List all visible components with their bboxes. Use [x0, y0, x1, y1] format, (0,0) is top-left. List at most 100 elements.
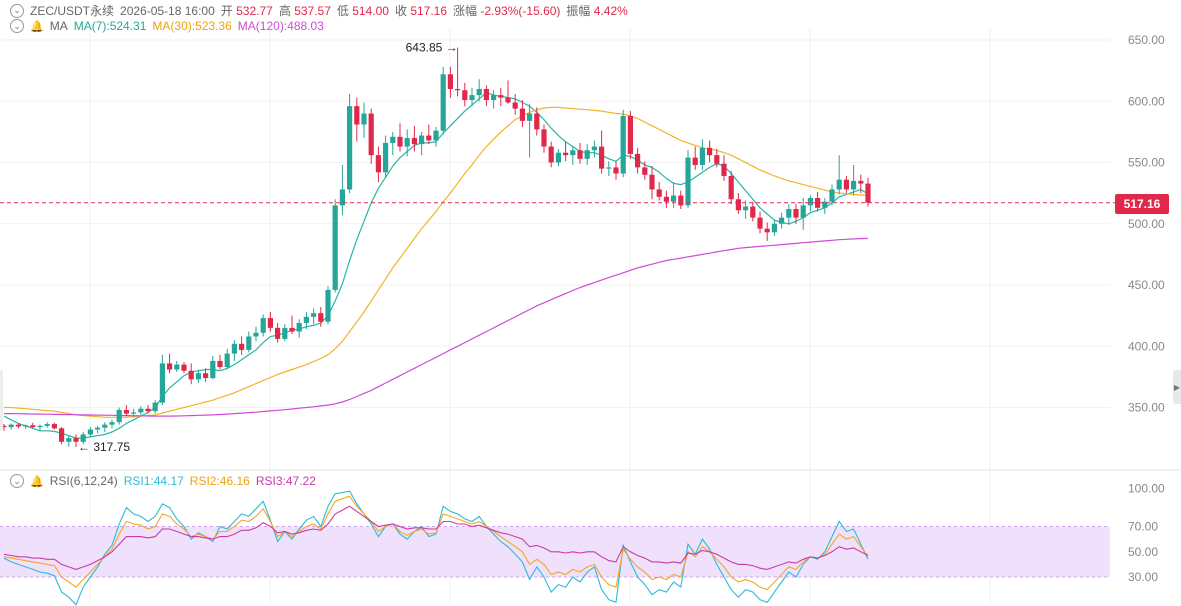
candle: [224, 348, 230, 370]
chevron-down-icon[interactable]: ⌄: [10, 3, 24, 18]
scroll-handle-left[interactable]: [0, 370, 3, 430]
candle: [37, 424, 43, 431]
chevron-down-icon[interactable]: ⌄: [10, 474, 24, 488]
candle: [282, 324, 288, 342]
candle-body: [260, 318, 266, 333]
candle-body: [606, 167, 612, 169]
candle: [347, 93, 353, 194]
candle: [275, 322, 281, 343]
candle: [15, 422, 21, 429]
candle-body: [714, 155, 720, 164]
candle-body: [519, 108, 525, 121]
candle-body: [620, 115, 626, 174]
candle: [635, 147, 641, 174]
candle-body: [354, 106, 360, 125]
low-annotation: ← 317.75: [78, 440, 130, 454]
candle-body: [728, 175, 734, 200]
candle: [433, 126, 439, 147]
bell-icon[interactable]: 🔔: [30, 475, 44, 488]
close-value: 517.16: [410, 4, 448, 18]
candle-body: [231, 343, 237, 354]
candle: [260, 314, 266, 337]
rsi-label: RSI(6,12,24): [49, 474, 118, 488]
candle: [476, 79, 482, 102]
expand-panel-handle[interactable]: ▶: [1173, 370, 1181, 404]
candle-body: [426, 135, 432, 141]
candle-body: [433, 130, 439, 141]
candle-body: [152, 402, 158, 412]
candle-body: [332, 205, 338, 290]
candle: [627, 111, 633, 159]
candle-body: [30, 425, 36, 428]
bell-icon[interactable]: 🔔: [30, 20, 44, 33]
candle-body: [591, 146, 597, 151]
candle: [375, 146, 381, 183]
candle: [66, 435, 72, 447]
candle: [505, 80, 511, 104]
candle: [23, 424, 29, 429]
candle: [289, 315, 295, 334]
candle: [678, 190, 684, 210]
rsi2-line: [3, 495, 869, 591]
candle-body: [73, 438, 79, 442]
candle: [692, 146, 698, 170]
candle-body: [419, 135, 425, 145]
grid-lines: [0, 28, 1110, 604]
candle: [455, 47, 461, 97]
candle: [642, 161, 648, 180]
candle: [793, 204, 799, 224]
candle-body: [339, 189, 345, 206]
candle-body: [527, 113, 533, 121]
candle: [354, 97, 360, 142]
candle: [599, 130, 605, 174]
candle: [764, 222, 770, 241]
candle-body: [649, 174, 655, 190]
ma30-line: [4, 106, 869, 418]
open-value: 532.77: [236, 4, 273, 18]
candle: [570, 146, 576, 165]
candle: [440, 66, 446, 135]
candle: [469, 87, 475, 107]
candle-body: [555, 152, 561, 163]
low-label: 低: [336, 4, 349, 18]
candle: [519, 100, 525, 127]
candle-body: [851, 180, 857, 190]
candle: [836, 155, 842, 195]
candle: [858, 174, 864, 194]
rsi2-value: RSI2:46.16: [189, 474, 250, 488]
candle-body: [296, 322, 302, 332]
candle: [462, 82, 468, 107]
candle-body: [239, 343, 245, 350]
chevron-down-icon[interactable]: ⌄: [10, 19, 24, 33]
candle-body: [325, 289, 331, 322]
candle: [123, 405, 129, 417]
candle: [152, 400, 158, 414]
candle-body: [87, 429, 93, 435]
candle-body: [275, 327, 281, 339]
ohlc-header: ⌄ ZEC/USDT永续 2026-05-18 16:00 开 532.77 高…: [10, 2, 628, 19]
candle: [296, 319, 302, 338]
candle-body: [707, 147, 713, 156]
high-annotation: 643.85 →: [406, 41, 458, 55]
candle-body: [599, 146, 605, 169]
candle-body: [109, 422, 115, 425]
candle-body: [210, 360, 216, 379]
candle-body: [311, 313, 317, 317]
ma-label: MA: [49, 19, 68, 33]
candle-body: [642, 167, 648, 175]
candle-body: [159, 363, 165, 403]
candle-body: [656, 189, 662, 197]
candle: [663, 190, 669, 208]
candle-body: [512, 102, 518, 109]
candle: [116, 407, 122, 425]
candle-body: [66, 438, 72, 442]
candle: [404, 129, 410, 157]
ma120-value: MA(120):488.03: [237, 19, 324, 33]
candle: [311, 308, 317, 325]
candle: [181, 362, 187, 374]
candle: [138, 406, 144, 415]
candle-body: [685, 157, 691, 206]
candle-body: [865, 183, 871, 203]
